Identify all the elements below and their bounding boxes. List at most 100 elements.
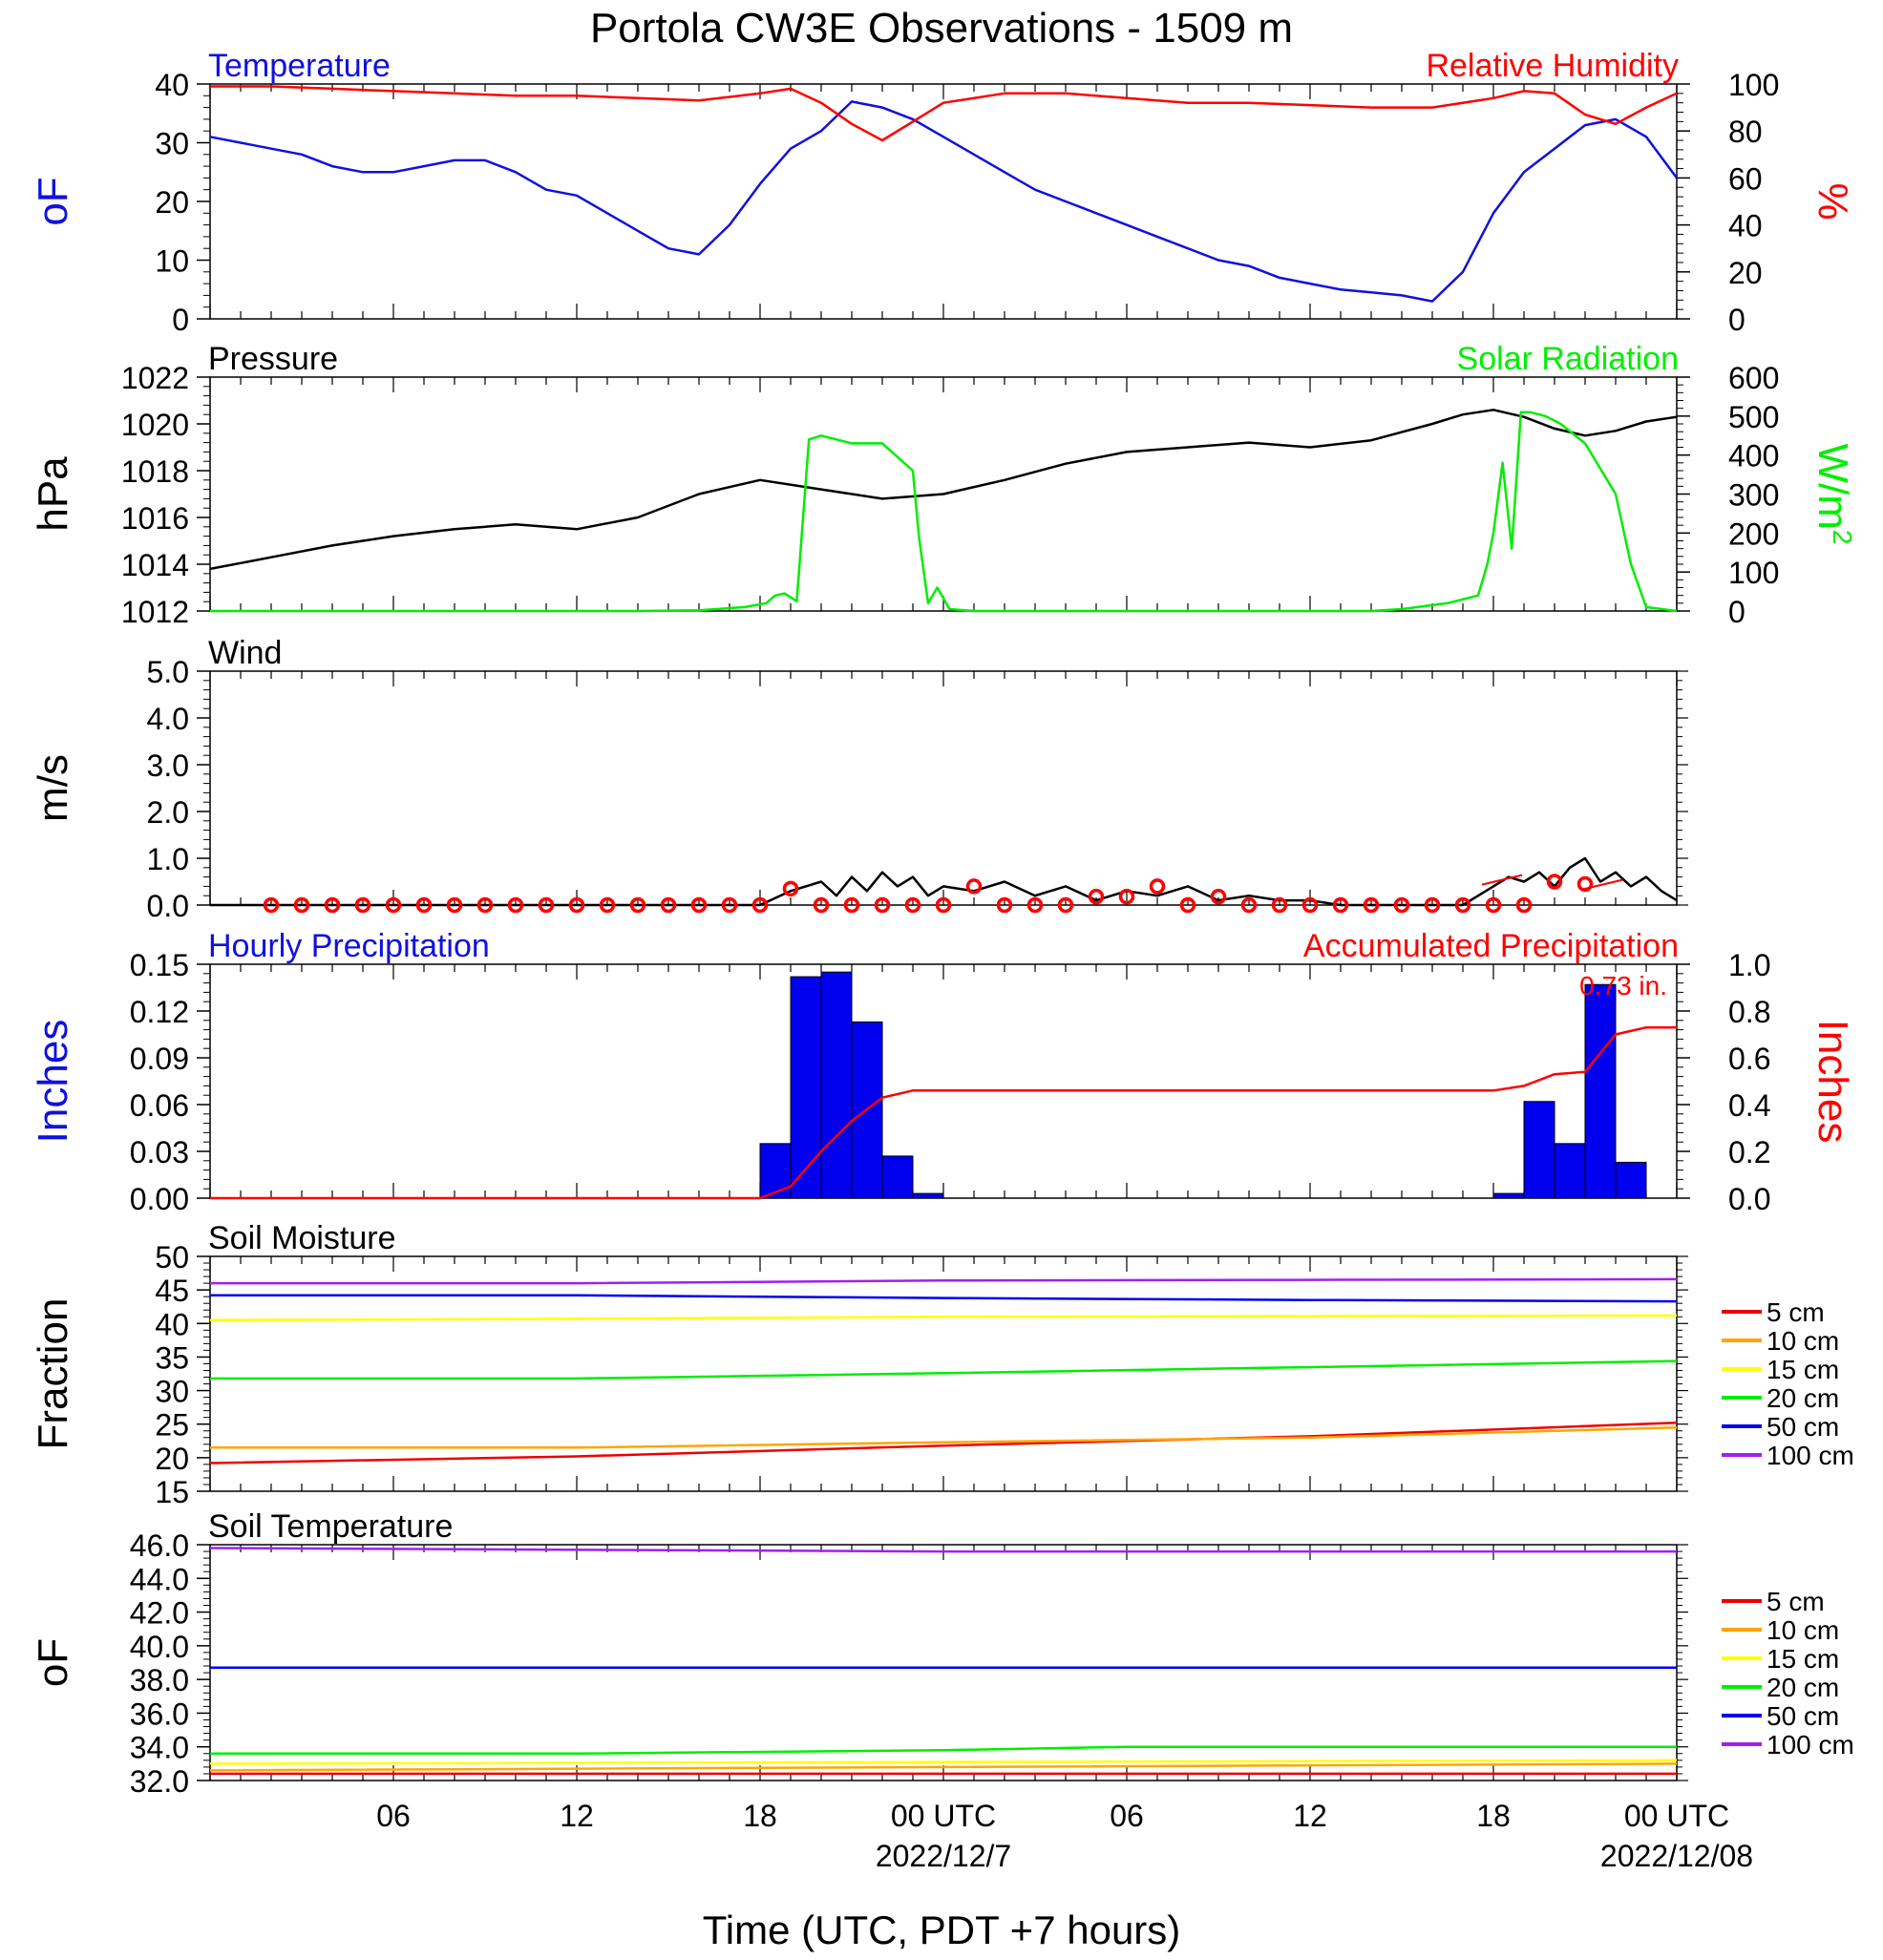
y-tick-label-left: 10 [155, 244, 189, 279]
wind-marker [1485, 896, 1502, 914]
y-unit-right: Inches [1809, 1020, 1856, 1144]
y-tick-label-right: 300 [1728, 478, 1779, 513]
panel-3: 0.0 1.0 2.0 3.0 4.0 5.0 Wind m/s [30, 635, 1688, 923]
panel-4: 0.00 0.03 0.06 0.09 0.12 0.15 0.0 0.2 0.4 0.6 0.8 1… [30, 928, 1856, 1216]
y-unit-right-text: % [1809, 182, 1856, 220]
precip-bar [1554, 1143, 1586, 1199]
x-axis: 06 12 18 00 UTC 2022/12/7 06 12 18 00 UTC 2022/12… [376, 1799, 1753, 1873]
wind-marker [568, 896, 585, 914]
y-tick-label-left: 2.0 [147, 795, 189, 830]
wind-barb [1481, 874, 1523, 886]
wind-marker [385, 896, 402, 914]
y-tick-label-left: 0.03 [130, 1135, 189, 1170]
precip-bar [759, 1143, 792, 1199]
precip-bar [912, 1192, 944, 1199]
series-line-5 [209, 1547, 1677, 1553]
y-tick-label-right: 40 [1728, 209, 1763, 243]
panel-frame [209, 670, 1678, 906]
wind-marker [1026, 896, 1044, 914]
wind-marker [1179, 896, 1196, 914]
y-unit-right-text: Inches [1809, 1020, 1856, 1144]
y-tick-label-left: 38.0 [130, 1663, 189, 1697]
wind-marker [1088, 888, 1105, 905]
y-tick-label-left: 0 [172, 303, 189, 337]
y-unit-right: W/m2 [1809, 444, 1858, 545]
y-tick-label-left: 30 [155, 127, 189, 161]
wind-marker [660, 896, 677, 914]
y-tick-label-right: 0 [1728, 303, 1745, 337]
y-tick-label-left: 1020 [121, 408, 189, 442]
y-unit-right-text: W/m [1809, 444, 1856, 530]
legend-label: 5 cm [1767, 1297, 1825, 1327]
y-tick-label-left: 0.09 [130, 1042, 189, 1076]
wind-marker [538, 896, 555, 914]
wind-marker [996, 896, 1013, 914]
series-line-0 [210, 1025, 1677, 1200]
y-tick-label-left: 25 [155, 1408, 189, 1443]
y-tick-label-left: 4.0 [147, 702, 189, 736]
y-tick-label-left: 50 [155, 1240, 189, 1275]
wind-marker [507, 896, 524, 914]
y-tick-label-left: 15 [155, 1475, 189, 1509]
wind-marker [354, 896, 371, 914]
precip-bar [1523, 1101, 1555, 1199]
wind-marker [599, 896, 616, 914]
y-tick-label-right: 0.8 [1728, 995, 1770, 1029]
series-line-3 [210, 1359, 1678, 1380]
legend-label: 50 cm [1767, 1412, 1839, 1442]
legend-label: 100 cm [1767, 1441, 1854, 1470]
y-tick-label-right: 80 [1728, 115, 1763, 149]
wind-marker [1149, 878, 1166, 895]
panel-6: 32.034.036.038.040.042.044.046.0 Soil Tem… [30, 1508, 1854, 1799]
series-line-4 [210, 1294, 1678, 1303]
y-tick-label-right: 100 [1728, 68, 1779, 102]
y-tick-label-left: 30 [155, 1375, 189, 1409]
y-unit-left: Inches [30, 1020, 76, 1144]
panel-title-right: Accumulated Precipitation [1303, 928, 1679, 964]
wind-marker [1271, 896, 1288, 914]
y-unit-right-sup: 2 [1829, 530, 1858, 545]
panel-2: 1012101410161018102010220100200300400500… [30, 341, 1858, 629]
x-tick-label: 00 UTC [1624, 1799, 1729, 1833]
wind-marker [1393, 896, 1410, 914]
panel-title-left: Pressure [208, 341, 338, 377]
y-tick-label-left: 20 [155, 185, 189, 220]
series-line-0 [209, 409, 1678, 571]
series-line-0 [209, 1422, 1678, 1465]
precip-bar [820, 971, 853, 1199]
legend-label: 5 cm [1767, 1587, 1825, 1616]
y-tick-label-left: 46.0 [130, 1528, 189, 1563]
y-unit-left: oF [30, 1638, 76, 1687]
x-axis-label: Time (UTC, PDT +7 hours) [703, 1907, 1181, 1952]
y-tick-label-left: 36.0 [130, 1697, 189, 1731]
y-tick-label-right: 100 [1728, 556, 1779, 590]
y-tick-label-right: 0 [1728, 595, 1745, 629]
y-tick-label-right: 0.4 [1728, 1088, 1770, 1123]
y-tick-label-right: 0.0 [1728, 1182, 1770, 1216]
wind-marker [1332, 896, 1349, 914]
wind-marker [1210, 888, 1227, 905]
panel-title-left: Wind [208, 635, 282, 671]
y-tick-label-left: 45 [155, 1274, 189, 1308]
panel-title-left: Hourly Precipitation [208, 928, 490, 964]
y-tick-label-right: 0.2 [1728, 1135, 1770, 1170]
precip-bar [1584, 983, 1617, 1199]
x-tick-label: 00 UTC [891, 1799, 996, 1833]
accumulated-total-label: 0.73 in. [1579, 971, 1667, 1001]
y-tick-label-right: 500 [1728, 400, 1779, 434]
wind-marker [935, 896, 952, 914]
wind-marker [1454, 896, 1471, 914]
legend-label: 15 cm [1767, 1644, 1839, 1674]
wind-marker [1057, 896, 1074, 914]
y-tick-label-left: 34.0 [130, 1731, 189, 1765]
y-tick-label-left: 1014 [121, 548, 189, 582]
wind-marker [446, 896, 463, 914]
wind-marker [415, 896, 433, 914]
y-tick-label-left: 1.0 [147, 842, 189, 876]
wind-marker [1576, 875, 1594, 893]
wind-marker [293, 896, 310, 914]
wind-marker [874, 896, 891, 914]
legend-label: 20 cm [1767, 1383, 1839, 1413]
wind-marker [324, 896, 341, 914]
